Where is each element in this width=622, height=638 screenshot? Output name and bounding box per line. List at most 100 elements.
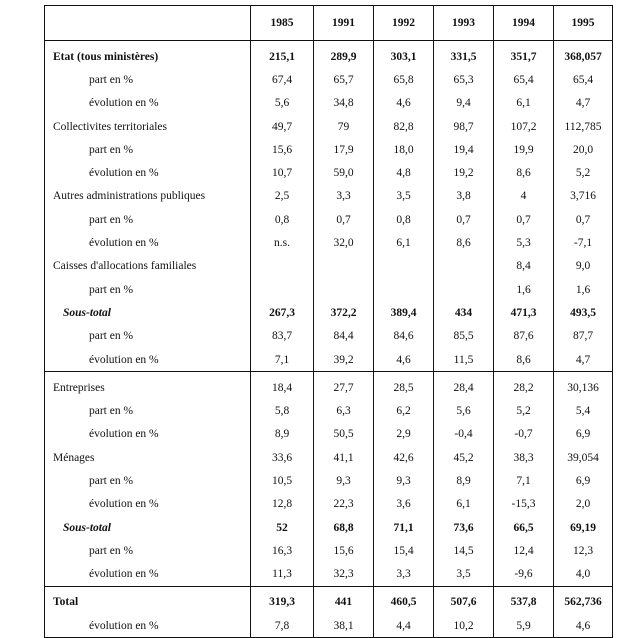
value-cell-1985: 5,6 bbox=[250, 91, 314, 115]
value-cell-1991: 17,9 bbox=[313, 138, 374, 162]
row-label: évolution en % bbox=[44, 161, 251, 185]
value-cell-1995: 6,9 bbox=[553, 422, 613, 447]
row-label: part en % bbox=[44, 68, 251, 92]
value-cell-1995: 562,736 bbox=[553, 585, 613, 615]
table-row: part en % 67,4 65,7 65,8 65,3 65,4 65,4 bbox=[44, 68, 613, 92]
value-cell-1994: -9,6 bbox=[493, 562, 554, 587]
value-cell-1995: 39,054 bbox=[553, 446, 613, 470]
value-cell-1994: 8,6 bbox=[493, 347, 554, 373]
value-cell-1995: 5,2 bbox=[553, 161, 613, 185]
row-label: Entreprises bbox=[44, 371, 251, 400]
value-cell-1993: 19,4 bbox=[433, 138, 494, 162]
table-row: évolution en % 5,6 34,8 4,6 9,4 6,1 4,7 bbox=[44, 91, 613, 115]
value-cell-1991: 27,7 bbox=[313, 371, 374, 400]
value-cell-1985: 33,6 bbox=[250, 446, 314, 470]
row-label: évolution en % bbox=[44, 231, 251, 255]
value-cell-1985: 319,3 bbox=[250, 585, 314, 615]
value-cell-1993: 331,5 bbox=[433, 40, 494, 69]
table-row: Caisses d'allocations familiales 8,4 9,0 bbox=[44, 254, 613, 278]
header-year-1995: 1995 bbox=[553, 5, 613, 41]
value-cell-1994: 0,7 bbox=[493, 208, 554, 232]
value-cell-1992: 84,6 bbox=[373, 324, 434, 348]
value-cell-1993: 8,9 bbox=[433, 469, 494, 493]
table-row: part en % 0,8 0,7 0,8 0,7 0,7 0,7 bbox=[44, 208, 613, 232]
value-cell-1993: 73,6 bbox=[433, 515, 494, 540]
value-cell-1993: 19,2 bbox=[433, 161, 494, 185]
value-cell-1985: 16,3 bbox=[250, 539, 314, 563]
value-cell-1994: 38,3 bbox=[493, 446, 554, 470]
table-row: Etat (tous ministères) 215,1 289,9 303,1 331… bbox=[44, 40, 613, 69]
value-cell-1985: 7,8 bbox=[250, 614, 314, 638]
row-label: Etat (tous ministères) bbox=[44, 40, 251, 69]
row-label: part en % bbox=[44, 539, 251, 563]
value-cell-1992 bbox=[373, 277, 434, 302]
row-label: évolution en % bbox=[44, 347, 251, 373]
value-cell-1991: 6,3 bbox=[313, 399, 374, 423]
value-cell-1992: 0,8 bbox=[373, 208, 434, 232]
value-cell-1994: 12,4 bbox=[493, 539, 554, 563]
value-cell-1995: 3,716 bbox=[553, 184, 613, 209]
value-cell-1993: 507,6 bbox=[433, 585, 494, 615]
table-row: part en % 83,7 84,4 84,6 85,5 87,6 87,7 bbox=[44, 324, 613, 348]
value-cell-1993: -0,4 bbox=[433, 422, 494, 447]
value-cell-1991: 441 bbox=[313, 585, 374, 615]
table-row: évolution en % 12,8 22,3 3,6 6,1 -15,3 2,0 bbox=[44, 492, 613, 516]
value-cell-1994: 107,2 bbox=[493, 114, 554, 139]
value-cell-1992: 65,8 bbox=[373, 68, 434, 92]
value-cell-1991: 15,6 bbox=[313, 539, 374, 563]
value-cell-1994: 6,1 bbox=[493, 91, 554, 115]
table-row: Entreprises 18,4 27,7 28,5 28,4 28,2 30,136 bbox=[44, 371, 613, 400]
row-label: part en % bbox=[44, 324, 251, 348]
value-cell-1995: 87,7 bbox=[553, 324, 613, 348]
header-label-cell bbox=[44, 5, 251, 41]
table-row: Collectivites territoriales 49,7 79 82,8 98,… bbox=[44, 114, 613, 139]
value-cell-1993: 28,4 bbox=[433, 371, 494, 400]
header-year-1993: 1993 bbox=[433, 5, 494, 41]
value-cell-1992: 460,5 bbox=[373, 585, 434, 615]
value-cell-1985: 10,7 bbox=[250, 161, 314, 185]
row-label: part en % bbox=[44, 138, 251, 162]
value-cell-1994: -0,7 bbox=[493, 422, 554, 447]
value-cell-1991: 79 bbox=[313, 114, 374, 139]
value-cell-1994: 537,8 bbox=[493, 585, 554, 615]
table-row: Ménages 33,6 41,1 42,6 45,2 38,3 39,054 bbox=[44, 446, 613, 470]
value-cell-1995: -7,1 bbox=[553, 231, 613, 255]
value-cell-1992: 4,8 bbox=[373, 161, 434, 185]
value-cell-1992: 6,1 bbox=[373, 231, 434, 255]
value-cell-1995: 2,0 bbox=[553, 492, 613, 516]
value-cell-1995: 4,7 bbox=[553, 91, 613, 115]
value-cell-1991: 3,3 bbox=[313, 184, 374, 209]
value-cell-1985: 5,8 bbox=[250, 399, 314, 423]
value-cell-1995: 4,0 bbox=[553, 562, 613, 587]
header-row: 1985 1991 1992 1993 1994 1995 bbox=[44, 5, 613, 41]
table-row: Autres administrations publiques 2,5 3,3 3,… bbox=[44, 184, 613, 209]
value-cell-1985: 18,4 bbox=[250, 371, 314, 400]
table-row: part en % 15,6 17,9 18,0 19,4 19,9 20,0 bbox=[44, 138, 613, 162]
value-cell-1985: 83,7 bbox=[250, 324, 314, 348]
header-year-1985: 1985 bbox=[250, 5, 314, 41]
value-cell-1985: 267,3 bbox=[250, 301, 314, 325]
table-row: évolution en % 10,7 59,0 4,8 19,2 8,6 5,2 bbox=[44, 161, 613, 185]
value-cell-1993: 0,7 bbox=[433, 208, 494, 232]
value-cell-1995: 20,0 bbox=[553, 138, 613, 162]
value-cell-1995: 65,4 bbox=[553, 68, 613, 92]
value-cell-1995: 5,4 bbox=[553, 399, 613, 423]
table-row: Sous-total 52 68,8 71,1 73,6 66,5 69,19 bbox=[44, 515, 613, 540]
value-cell-1992: 6,2 bbox=[373, 399, 434, 423]
value-cell-1992: 303,1 bbox=[373, 40, 434, 69]
value-cell-1995: 9,0 bbox=[553, 254, 613, 278]
value-cell-1985: 215,1 bbox=[250, 40, 314, 69]
table-row: évolution en % 11,3 32,3 3,3 3,5 -9,6 4,0 bbox=[44, 562, 613, 587]
table-row: part en % 10,5 9,3 9,3 8,9 7,1 6,9 bbox=[44, 469, 613, 493]
row-label: Ménages bbox=[44, 446, 251, 470]
row-label: évolution en % bbox=[44, 422, 251, 447]
value-cell-1995: 368,057 bbox=[553, 40, 613, 69]
value-cell-1985: 49,7 bbox=[250, 114, 314, 139]
value-cell-1992: 28,5 bbox=[373, 371, 434, 400]
value-cell-1995: 12,3 bbox=[553, 539, 613, 563]
value-cell-1995: 69,19 bbox=[553, 515, 613, 540]
value-cell-1991: 0,7 bbox=[313, 208, 374, 232]
value-cell-1992: 71,1 bbox=[373, 515, 434, 540]
value-cell-1992: 3,5 bbox=[373, 184, 434, 209]
value-cell-1994: 1,6 bbox=[493, 277, 554, 302]
